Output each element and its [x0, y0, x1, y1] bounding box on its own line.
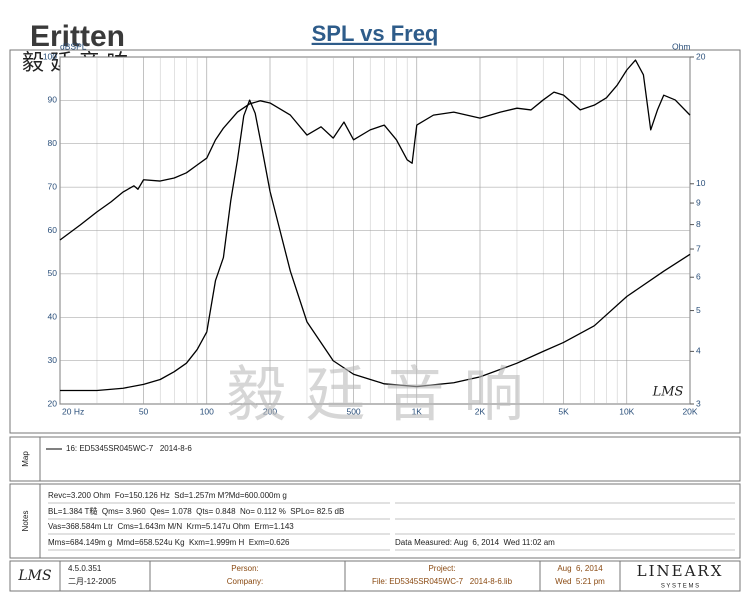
- note-rules: [48, 502, 735, 551]
- file: File: ED5345SR045WC-7 2014-8-6.lib: [372, 577, 513, 586]
- y-tick-label: 30: [48, 355, 58, 365]
- note-line: BL=1.384 T糙 Qms= 3.960 Qes= 1.078 Qts= 0…: [48, 506, 344, 516]
- x-tick-label: 5K: [558, 406, 569, 416]
- logo: Eritten: [30, 20, 125, 53]
- notes-panel: [9, 483, 741, 559]
- brand: LINEARX: [637, 562, 724, 580]
- y2-tick-label: 9: [696, 197, 701, 207]
- map-panel: [9, 436, 741, 482]
- y2-tick-label: 8: [696, 219, 701, 229]
- y2-axis-label: Ohm: [672, 41, 690, 51]
- legend-text: 16: ED5345SR045WC-7 2014-8-6: [66, 444, 192, 453]
- y-tick-label: 50: [48, 268, 58, 278]
- y-tick-label: 90: [48, 95, 58, 105]
- version: 4.5.0.351: [68, 564, 102, 573]
- company: Company:: [227, 577, 263, 586]
- plot: 20 Hz 50 100 200 500 1K 2K 5K 10K 20K 20 30 40 50 60 70…: [43, 51, 706, 416]
- chart-title: SPL vs Freq: [312, 21, 439, 46]
- project: Project:: [428, 564, 455, 573]
- y2-tick-label: 4: [696, 346, 701, 356]
- y-tick-label: 40: [48, 312, 58, 322]
- x-tick-label: 20 Hz: [62, 406, 84, 416]
- build: 二月-12-2005: [68, 577, 117, 586]
- x-tick-label: 2K: [475, 406, 486, 416]
- footer-logo: LMS: [17, 568, 51, 584]
- brand-sub: S Y S T E M S: [661, 584, 699, 590]
- x-tick-label: 500: [346, 406, 360, 416]
- y-tick-label: 100: [43, 51, 57, 61]
- person: Person:: [231, 564, 259, 573]
- y2-tick-label: 7: [696, 243, 701, 253]
- chart-frame: [9, 49, 741, 434]
- y2-tick-label: 10: [696, 178, 706, 188]
- y2-tick-label: 20: [696, 51, 706, 61]
- y-tick-label: 80: [48, 138, 58, 148]
- map-label: Map: [21, 451, 30, 467]
- x-tick-label: 20K: [682, 406, 697, 416]
- measured: Data Measured: Aug 6, 2014 Wed 11:02 am: [395, 538, 555, 547]
- x-tick-label: 200: [263, 406, 277, 416]
- watermark: 毅 廷 音 响: [226, 361, 523, 431]
- y2-tick-label: 6: [696, 271, 701, 281]
- note-line: Mms=684.149m g Mmd=658.524u Kg Kxm=1.999…: [48, 538, 290, 547]
- note-line: Vas=368.584m Ltr Cms=1.643m M/N Krm=5.14…: [48, 522, 294, 531]
- y2-tick-label: 3: [696, 398, 701, 408]
- footer-dividers: [59, 561, 621, 591]
- x-tick-label: 10K: [619, 406, 634, 416]
- plot-logo: LMS: [652, 385, 684, 400]
- y-tick-label: 20: [48, 398, 58, 408]
- y-axis-label: dBSPL: [60, 41, 87, 51]
- date: Aug 6, 2014: [557, 564, 603, 573]
- x-tick-label: 1K: [412, 406, 423, 416]
- series-line: [59, 59, 691, 241]
- y2-tick-label: 5: [696, 305, 701, 315]
- footer: [9, 560, 741, 592]
- time: Wed 5:21 pm: [555, 577, 605, 586]
- x-tick-label: 50: [139, 406, 149, 416]
- notes-label: Notes: [21, 511, 30, 532]
- y-tick-label: 70: [48, 181, 58, 191]
- x-tick-label: 100: [200, 406, 214, 416]
- series-line: [60, 99, 691, 392]
- note-line: Revc=3.200 Ohm Fo=150.126 Hz Sd=1.257m M…: [48, 491, 287, 500]
- y-tick-label: 60: [48, 225, 58, 235]
